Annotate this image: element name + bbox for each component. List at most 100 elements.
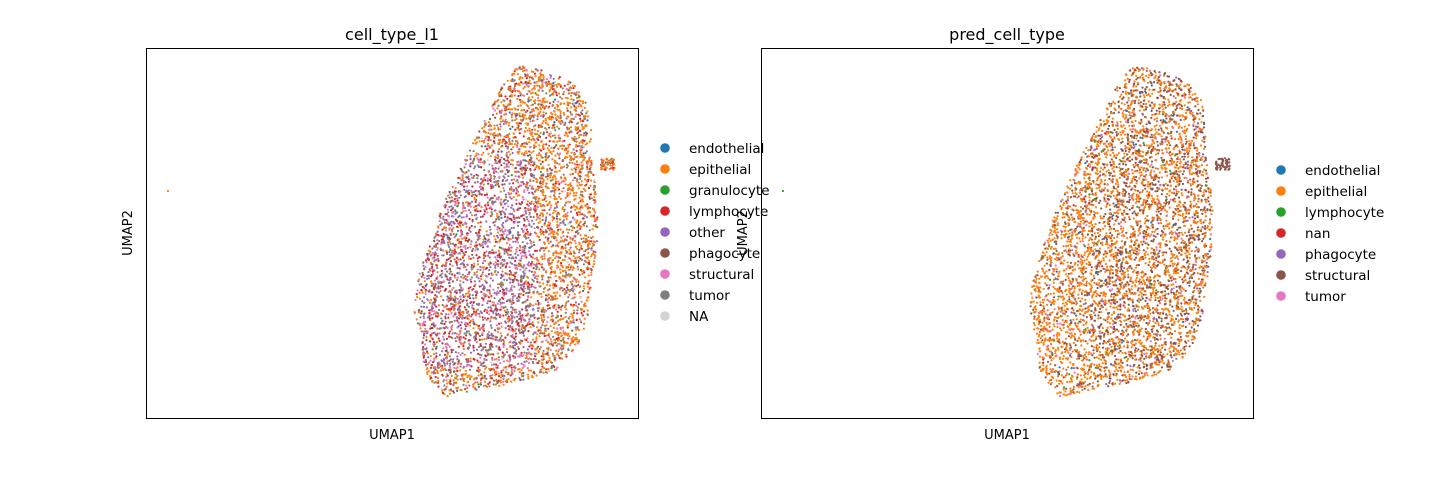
data-point-tumor	[585, 216, 589, 219]
data-point-epithelial	[521, 113, 524, 116]
data-point-tumor	[452, 363, 455, 366]
data-point-other	[522, 332, 525, 335]
data-point-structural	[573, 218, 576, 221]
data-point-lymphocyte	[435, 355, 438, 358]
data-point-structural	[486, 275, 489, 278]
data-point-epithelial	[585, 261, 588, 264]
data-point-tumor	[563, 144, 566, 147]
data-point-structural	[445, 346, 448, 349]
data-point-epithelial	[429, 375, 432, 378]
data-point-structural	[507, 165, 510, 168]
data-point-epithelial	[580, 225, 583, 228]
data-point-other	[489, 306, 492, 309]
data-point-phagocyte	[449, 371, 452, 374]
data-point-tumor	[462, 383, 465, 386]
data-point-lymphocyte	[490, 197, 493, 200]
data-point-structural	[418, 272, 422, 275]
data-point-tumor	[493, 175, 496, 178]
data-point-tumor	[525, 237, 528, 240]
data-point-other	[432, 360, 435, 363]
data-point-lymphocyte	[471, 185, 474, 188]
data-point-lymphocyte	[464, 337, 467, 340]
data-point-epithelial	[549, 151, 552, 154]
data-point-phagocyte	[497, 150, 500, 153]
data-point-lymphocyte	[566, 235, 569, 238]
data-point-other	[484, 317, 487, 320]
data-point-tumor	[569, 110, 572, 114]
data-point-tumor	[522, 378, 525, 381]
data-point-lymphocyte	[475, 205, 478, 208]
data-point-epithelial	[554, 188, 558, 191]
data-point-lymphocyte	[522, 182, 525, 185]
data-point-other	[509, 281, 512, 284]
data-point-epithelial	[459, 225, 462, 228]
data-point-lymphocyte	[521, 201, 524, 204]
data-point-other	[501, 374, 504, 378]
data-point-other	[534, 286, 537, 289]
data-point-lymphocyte	[547, 237, 550, 240]
data-point-other	[496, 153, 499, 156]
data-point-tumor	[469, 344, 472, 347]
data-point-tumor	[434, 381, 437, 384]
data-point-epithelial	[466, 375, 469, 378]
data-point-tumor	[441, 303, 444, 307]
data-point-tumor	[585, 112, 588, 115]
data-point-lymphocyte	[447, 316, 450, 319]
data-point-structural	[572, 318, 575, 322]
data-point-tumor	[589, 170, 592, 173]
data-point-other	[525, 360, 528, 363]
data-point-structural	[553, 368, 556, 372]
data-point-tumor	[502, 122, 505, 126]
data-point-tumor	[545, 154, 548, 157]
data-point-structural	[485, 241, 488, 244]
data-point-lymphocyte	[539, 182, 542, 185]
data-point-epithelial	[568, 263, 571, 266]
data-point-epithelial	[493, 124, 496, 127]
data-point-epithelial	[513, 170, 516, 173]
data-point-tumor	[517, 254, 520, 257]
data-point-lymphocyte	[485, 208, 488, 211]
data-point-epithelial	[541, 183, 544, 186]
data-point-NA	[585, 110, 588, 113]
data-point-tumor	[558, 127, 561, 130]
data-point-epithelial	[539, 346, 543, 349]
data-point-epithelial	[579, 290, 582, 293]
data-point-epithelial	[590, 159, 593, 163]
data-point-tumor	[423, 301, 426, 304]
data-point-lymphocyte	[481, 316, 484, 319]
data-point-lymphocyte	[454, 190, 457, 193]
data-point-epithelial	[554, 210, 557, 213]
data-point-tumor	[572, 117, 576, 121]
data-point-lymphocyte	[499, 308, 502, 311]
data-point-tumor	[532, 222, 536, 225]
data-point-epithelial	[475, 141, 478, 144]
data-point-epithelial	[586, 309, 589, 312]
data-point-lymphocyte	[441, 228, 444, 231]
data-point-structural	[522, 230, 525, 234]
data-point-structural	[459, 279, 462, 282]
data-point-tumor	[531, 173, 534, 176]
data-point-structural	[499, 234, 502, 237]
data-point-epithelial	[440, 369, 443, 372]
data-point-epithelial	[572, 250, 575, 253]
data-point-tumor	[478, 204, 481, 207]
data-point-epithelial	[421, 291, 424, 294]
data-point-tumor	[467, 189, 470, 192]
data-point-epithelial	[525, 122, 528, 125]
data-point-epithelial	[537, 259, 540, 262]
data-point-structural	[422, 330, 425, 333]
data-point-endothelial	[588, 197, 592, 200]
data-point-tumor	[428, 274, 431, 277]
data-point-structural	[546, 316, 550, 319]
data-point-other	[500, 156, 503, 159]
data-point-epithelial	[473, 262, 476, 265]
data-point-tumor	[489, 228, 492, 231]
data-point-epithelial	[518, 367, 521, 370]
data-point-epithelial	[542, 213, 545, 216]
data-point-epithelial	[546, 371, 549, 374]
data-point-lymphocyte	[420, 288, 423, 291]
data-point-phagocyte	[586, 166, 589, 169]
data-point-epithelial	[568, 252, 571, 255]
data-point-other	[528, 223, 531, 226]
data-point-structural	[461, 174, 464, 177]
